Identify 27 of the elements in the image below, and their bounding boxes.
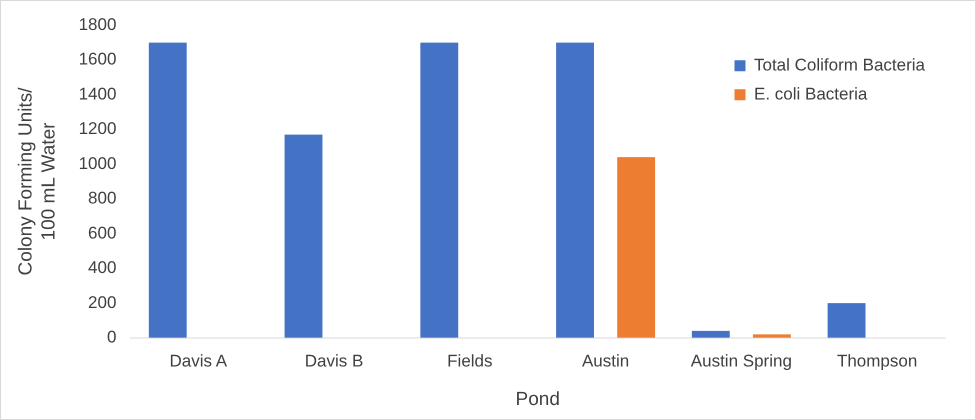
legend-label: E. coli Bacteria	[754, 84, 868, 104]
legend-label: Total Coliform Bacteria	[754, 55, 926, 74]
bar	[556, 42, 594, 338]
y-tick-label: 1600	[78, 50, 116, 69]
x-tick-label: Austin	[582, 352, 630, 371]
y-tick-label: 600	[88, 223, 116, 242]
bar	[692, 330, 730, 338]
y-tick-label: 1400	[78, 84, 116, 104]
y-tick-label: 1200	[78, 119, 116, 138]
y-tick-label: 1000	[78, 154, 116, 173]
bar	[828, 303, 866, 338]
y-axis-title: Colony Forming Units/ 100 mL Water	[16, 86, 60, 276]
x-axis-title: Pond	[516, 388, 560, 410]
bar	[284, 134, 322, 338]
y-tick-label: 0	[106, 327, 116, 346]
x-tick-label: Davis A	[169, 352, 228, 371]
bar	[617, 157, 656, 338]
y-tick-label: 200	[88, 292, 116, 312]
y-tick-label: 1800	[78, 14, 116, 34]
y-tick-label: 400	[88, 258, 116, 278]
x-tick-label: Austin Spring	[690, 352, 792, 371]
y-tick-label: 800	[88, 188, 116, 208]
bar	[420, 42, 458, 338]
x-tick-label: Davis B	[304, 352, 364, 371]
x-tick-label: Thompson	[836, 352, 918, 371]
x-tick-label: Fields	[447, 352, 493, 371]
bar	[148, 42, 187, 338]
